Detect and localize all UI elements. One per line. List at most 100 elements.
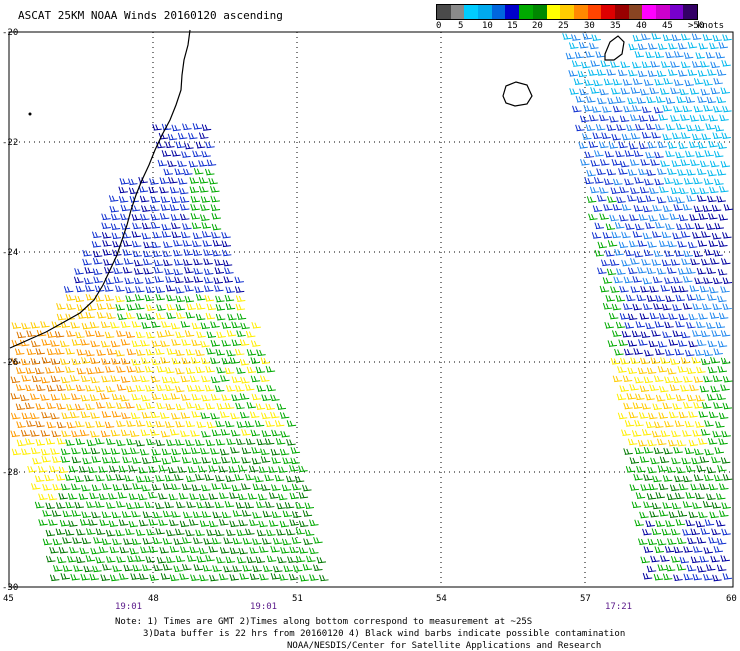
wind-barb (255, 403, 266, 410)
wind-barb (218, 573, 229, 581)
wind-barb (224, 420, 235, 428)
wind-barb (72, 537, 82, 544)
wind-barb (126, 420, 136, 427)
wind-barb (191, 339, 201, 347)
wind-barb (661, 528, 672, 536)
wind-barb (284, 501, 295, 509)
wind-barb (695, 52, 705, 59)
wind-barb (156, 304, 166, 311)
wind-barb (639, 186, 650, 194)
wind-barb (106, 348, 117, 355)
wind-barb (280, 547, 290, 554)
wind-barb (632, 303, 642, 311)
wind-barb (30, 393, 40, 400)
wind-barb (258, 520, 268, 528)
wind-barb (703, 474, 714, 482)
wind-barb (638, 213, 649, 221)
wind-barb (210, 376, 221, 384)
wind-barb (37, 465, 48, 473)
wind-barb (181, 339, 191, 346)
wind-barb (261, 394, 271, 402)
wind-barb (707, 169, 717, 177)
wind-barb (588, 213, 598, 221)
wind-barb (191, 222, 202, 230)
wind-barb (158, 464, 168, 472)
wind-barb (722, 375, 733, 383)
wind-barb (182, 223, 192, 230)
wind-barb (119, 546, 129, 554)
wind-barb (101, 538, 112, 545)
wind-barb (665, 123, 676, 131)
wind-barb (703, 79, 713, 86)
wind-barb (231, 484, 242, 492)
wind-barb (591, 106, 602, 113)
wind-barb (655, 295, 665, 302)
wind-barb (597, 97, 607, 105)
wind-barb (274, 420, 285, 427)
wind-barb (678, 313, 689, 321)
wind-barb (673, 178, 683, 185)
wind-barb (192, 150, 202, 158)
wind-barb (637, 240, 648, 247)
wind-barb (293, 565, 303, 572)
wind-barb (133, 268, 144, 275)
wind-barb (664, 321, 674, 329)
wind-barb (135, 384, 146, 392)
wind-barb (646, 493, 657, 500)
legend-swatch (573, 5, 588, 19)
wind-barb (642, 277, 653, 285)
wind-barb (214, 285, 224, 292)
wind-barb (177, 466, 187, 473)
wind-barb (660, 357, 670, 364)
wind-barb (591, 34, 601, 41)
wind-barb (210, 393, 221, 401)
wind-barb (599, 285, 610, 293)
wind-barb (677, 510, 688, 517)
wind-barb (624, 178, 634, 186)
wind-barb (700, 60, 710, 68)
wind-barb (689, 187, 700, 195)
wind-barb (647, 412, 658, 420)
wind-barb (240, 483, 251, 490)
wind-barb (579, 115, 590, 123)
wind-barb (635, 321, 646, 328)
wind-barb (220, 428, 231, 436)
wind-barb (664, 349, 675, 356)
wind-barb (85, 349, 95, 357)
wind-barb (665, 223, 675, 230)
wind-barb (251, 321, 261, 329)
wind-barb (609, 259, 620, 266)
wind-barb (41, 357, 52, 364)
wind-barb (693, 376, 704, 383)
wind-barb (681, 258, 691, 266)
wind-barb (230, 412, 240, 420)
wind-barb (156, 556, 167, 564)
wind-barb (588, 69, 598, 76)
wind-barb (91, 231, 102, 239)
wind-barb (677, 240, 687, 248)
wind-barb (150, 375, 161, 383)
wind-barb (657, 365, 668, 373)
wind-barb (684, 420, 695, 428)
wind-barb (704, 448, 714, 456)
wind-barb (691, 33, 702, 40)
legend-label: 45 (662, 21, 673, 31)
wind-barb (671, 132, 682, 140)
wind-barb (60, 483, 71, 491)
wind-barb (197, 465, 208, 473)
wind-barb (77, 312, 87, 319)
wind-barb (73, 276, 84, 284)
wind-barb (665, 295, 675, 302)
wind-barb (235, 501, 246, 509)
wind-barb (572, 105, 582, 113)
wind-barb (90, 430, 100, 438)
wind-barb (620, 87, 631, 95)
wind-barb (721, 502, 731, 509)
wind-barb (73, 565, 83, 572)
wind-barb (715, 321, 726, 329)
wind-barb (229, 492, 239, 499)
wind-barb (585, 50, 595, 58)
wind-barb (105, 365, 115, 373)
wind-barb (81, 511, 91, 519)
wind-barb (280, 430, 290, 438)
